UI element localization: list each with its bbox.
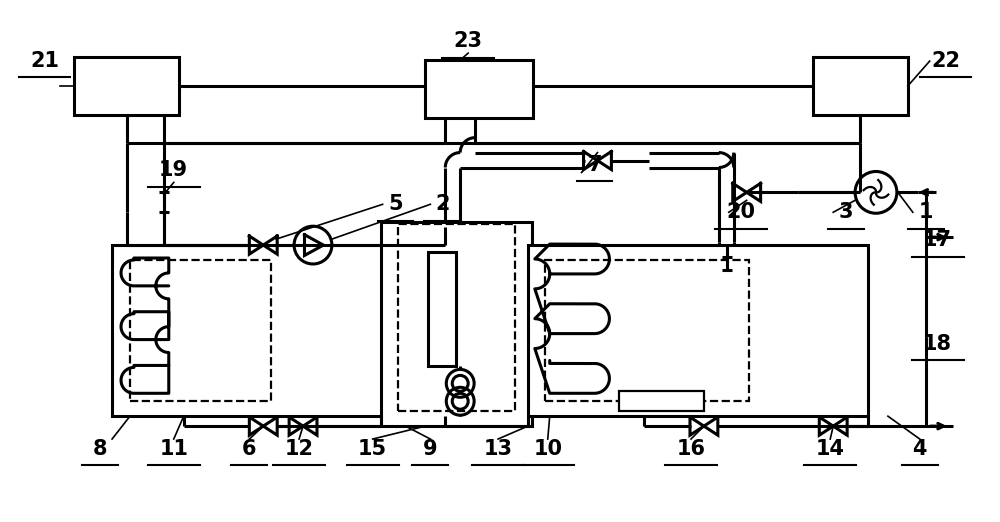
Text: 9: 9 (423, 439, 438, 459)
Text: 12: 12 (285, 439, 314, 459)
Text: 6: 6 (242, 439, 257, 459)
Text: 14: 14 (816, 439, 845, 459)
Text: 17: 17 (923, 230, 952, 250)
Bar (112, 245, 383, 416)
Text: 1: 1 (918, 202, 933, 222)
Text: 19: 19 (159, 160, 188, 181)
Bar (381, 222, 532, 426)
Text: 5: 5 (388, 194, 403, 215)
Text: 11: 11 (159, 439, 188, 459)
Text: 21: 21 (30, 51, 59, 71)
Bar (545, 260, 749, 401)
Text: 23: 23 (454, 31, 483, 51)
Text: 2: 2 (435, 194, 450, 215)
Text: 16: 16 (676, 439, 705, 459)
Bar (813, 57, 908, 115)
Text: 20: 20 (726, 202, 755, 222)
Bar (619, 392, 704, 411)
Bar (428, 252, 456, 366)
Text: 22: 22 (931, 51, 960, 71)
Bar (528, 245, 868, 416)
Text: 3: 3 (839, 202, 853, 222)
Text: 4: 4 (913, 439, 927, 459)
Text: 10: 10 (533, 439, 562, 459)
Bar (130, 260, 271, 401)
Bar (74, 57, 179, 115)
Text: 13: 13 (484, 439, 513, 459)
Text: 18: 18 (923, 334, 952, 353)
Text: 15: 15 (358, 439, 387, 459)
Bar (398, 224, 515, 411)
Text: 8: 8 (93, 439, 107, 459)
Text: 7: 7 (587, 155, 602, 174)
Bar (425, 60, 533, 118)
